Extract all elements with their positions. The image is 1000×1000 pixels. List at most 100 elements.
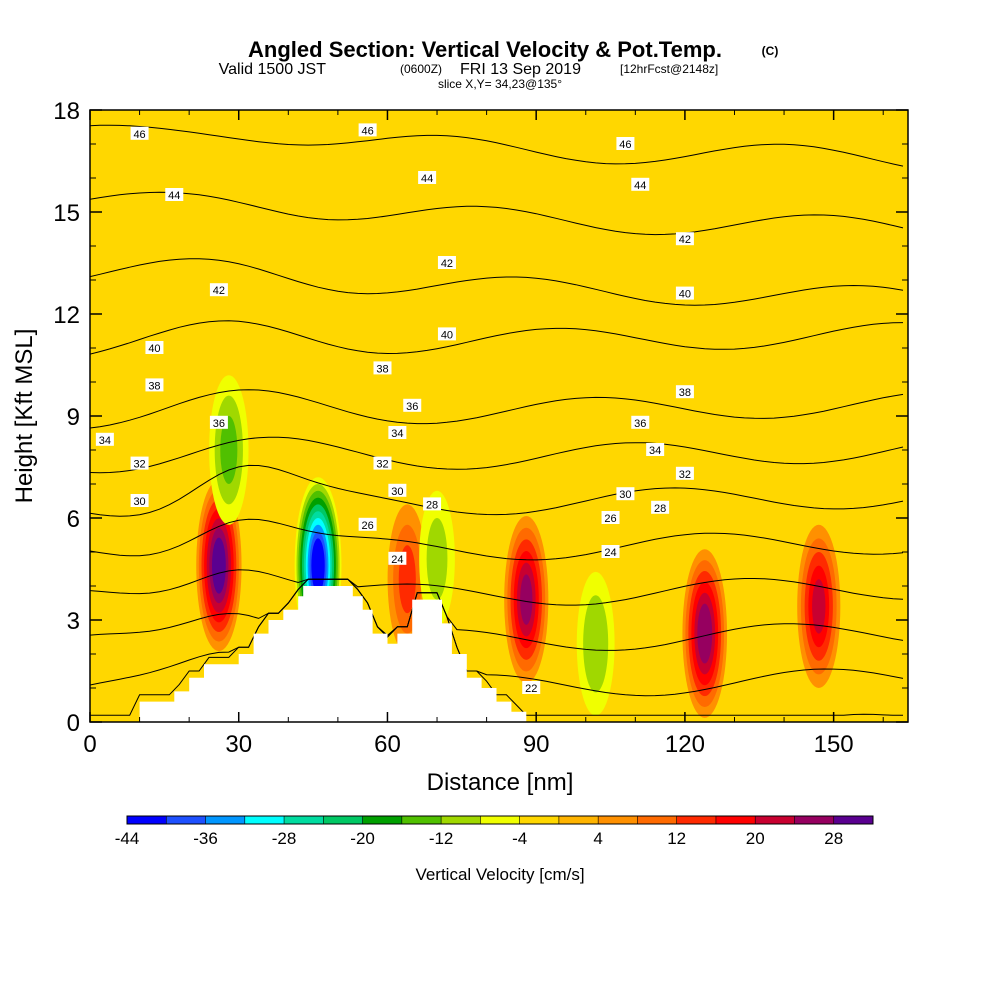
- theta-contour: [90, 518, 904, 561]
- y-tick-label: 6: [67, 506, 80, 533]
- forecast-label: [12hrFcst@2148z]: [620, 62, 718, 76]
- colorbar-swatch: [401, 816, 442, 824]
- svg-text:46: 46: [361, 125, 373, 137]
- colorbar-swatch: [715, 816, 756, 824]
- theta-contour: [90, 191, 904, 236]
- contour-label: 44: [165, 188, 184, 202]
- theta-contour: [90, 578, 904, 651]
- valid-time-label: Valid 1500 JST: [219, 61, 327, 78]
- updraft-core-level: [812, 579, 826, 634]
- contour-label: 36: [209, 415, 228, 430]
- svg-text:26: 26: [361, 520, 373, 532]
- y-tick-label: 9: [67, 404, 80, 431]
- colorbar-swatch: [519, 816, 560, 824]
- svg-text:40: 40: [679, 289, 691, 301]
- contour-label: 42: [209, 283, 228, 297]
- contour-label: 34: [95, 432, 114, 447]
- contour-label: 30: [130, 494, 149, 508]
- contour-label: 38: [145, 378, 164, 392]
- theta-contour: [90, 389, 904, 429]
- svg-text:44: 44: [168, 190, 180, 202]
- colorbar-label: Vertical Velocity [cm/s]: [415, 865, 584, 884]
- contour-label: 30: [616, 487, 635, 501]
- colorbar-swatch: [676, 816, 717, 824]
- svg-text:34: 34: [99, 435, 111, 447]
- x-tick-label: 150: [814, 731, 854, 758]
- svg-text:32: 32: [133, 459, 145, 471]
- contour-label: 24: [601, 545, 620, 559]
- colorbar-swatch: [794, 816, 835, 824]
- svg-text:30: 30: [619, 489, 631, 501]
- svg-text:34: 34: [391, 428, 403, 440]
- contour-label: 26: [601, 511, 620, 525]
- svg-text:42: 42: [441, 258, 453, 270]
- theta-contour: [90, 320, 904, 355]
- colorbar-tick-label: -20: [350, 829, 375, 848]
- colorbar-tick-label: -28: [272, 829, 297, 848]
- colorbar-swatch: [127, 816, 167, 824]
- contour-label: 32: [373, 456, 392, 471]
- y-tick-label: 18: [53, 98, 80, 125]
- theta-contour: [90, 578, 904, 697]
- svg-text:26: 26: [604, 513, 616, 525]
- contour-label: 22: [522, 681, 541, 695]
- y-axis-label: Height [Kft MSL]: [11, 329, 38, 504]
- valid-date-label: FRI 13 Sep 2019: [460, 61, 581, 78]
- colorbar-swatch: [558, 816, 599, 824]
- svg-text:40: 40: [441, 329, 453, 341]
- x-axis-label: Distance [nm]: [427, 769, 574, 796]
- updraft-core-level: [697, 603, 713, 664]
- contour-label: 32: [675, 466, 694, 481]
- theta-contour: [90, 124, 904, 167]
- theta-contour: [90, 569, 904, 606]
- updraft-core-level: [211, 537, 226, 594]
- downdraft-core-level: [220, 416, 238, 484]
- svg-text:38: 38: [376, 363, 388, 375]
- contour-label: 30: [388, 483, 407, 498]
- slice-label: slice X,Y= 34,23@135°: [438, 77, 562, 91]
- colorbar-tick-label: 28: [824, 829, 843, 848]
- x-tick-label: 120: [665, 731, 705, 758]
- contour-label: 36: [631, 415, 650, 430]
- theta-contour: [90, 258, 904, 306]
- colorbar-swatch: [441, 816, 481, 824]
- colorbar-swatch: [480, 816, 521, 824]
- theta-contour: [90, 436, 904, 474]
- svg-text:40: 40: [148, 343, 160, 355]
- svg-text:32: 32: [679, 469, 691, 481]
- svg-text:44: 44: [634, 180, 646, 192]
- contour-label: 46: [130, 126, 149, 141]
- colorbar-swatch: [755, 816, 795, 824]
- svg-text:30: 30: [391, 486, 403, 498]
- contour-label: 34: [388, 426, 407, 440]
- colorbar-tick-label: 20: [746, 829, 765, 848]
- colorbar-swatch: [637, 816, 678, 824]
- svg-text:30: 30: [133, 496, 145, 508]
- colorbar-swatch: [284, 816, 324, 824]
- contour-label: 46: [616, 137, 635, 151]
- chart-title: Angled Section: Vertical Velocity & Pot.…: [248, 37, 722, 62]
- colorbar-swatch: [598, 816, 638, 824]
- valid-utc-label: (0600Z): [400, 62, 442, 76]
- downdraft-core-level: [583, 595, 609, 693]
- contour-label: 40: [675, 286, 694, 301]
- terrain-mask: [90, 586, 908, 722]
- contour-label: 28: [423, 497, 442, 511]
- contour-label: 46: [358, 123, 377, 137]
- contour-label: 42: [437, 256, 456, 270]
- svg-text:24: 24: [604, 547, 616, 559]
- svg-text:28: 28: [426, 499, 438, 511]
- svg-text:46: 46: [619, 139, 631, 151]
- contour-label: 44: [418, 171, 437, 185]
- x-tick-label: 0: [83, 731, 96, 758]
- svg-text:34: 34: [649, 445, 661, 457]
- y-tick-label: 12: [53, 302, 80, 329]
- colorbar-swatch: [833, 816, 874, 824]
- colorbar-tick-label: -12: [429, 829, 454, 848]
- colorbar-tick-label: -36: [193, 829, 218, 848]
- colorbar: -44 -36 -28 -20 -12 -4 4 12 20 28: [115, 815, 874, 848]
- svg-text:28: 28: [654, 503, 666, 515]
- colorbar-swatch: [205, 816, 246, 824]
- colorbar-swatch: [244, 816, 285, 824]
